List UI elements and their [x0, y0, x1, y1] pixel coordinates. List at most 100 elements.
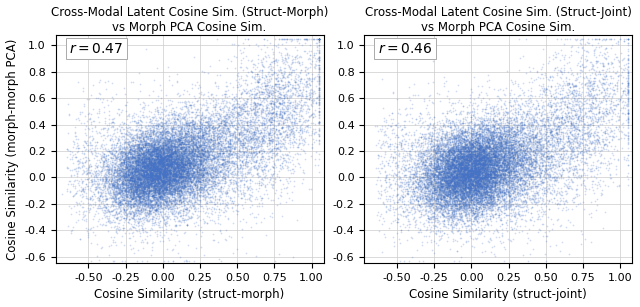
Point	[476, 186, 486, 191]
Point	[141, 172, 151, 177]
Point	[129, 184, 139, 188]
Point	[473, 139, 483, 144]
Point	[518, 164, 529, 169]
Point	[478, 180, 488, 185]
Point	[159, 187, 169, 192]
Point	[479, 147, 490, 152]
Point	[434, 193, 444, 198]
Point	[159, 162, 169, 167]
Point	[154, 140, 164, 145]
Point	[177, 182, 188, 187]
Point	[228, 114, 238, 119]
Point	[539, 168, 549, 173]
Point	[140, 179, 150, 184]
Point	[463, 185, 474, 190]
Point	[169, 203, 179, 208]
Point	[568, 140, 578, 145]
Point	[278, 109, 288, 114]
Point	[505, 176, 515, 181]
Point	[179, 127, 189, 132]
Point	[424, 147, 435, 152]
Point	[157, 206, 168, 211]
Point	[493, 140, 504, 145]
Point	[447, 183, 457, 188]
Point	[441, 154, 451, 159]
Point	[456, 168, 467, 173]
Point	[474, 147, 484, 152]
Point	[227, 159, 237, 164]
Point	[458, 165, 468, 170]
Point	[138, 192, 148, 197]
Point	[181, 121, 191, 126]
Point	[134, 191, 144, 196]
Point	[212, 135, 223, 140]
Point	[470, 146, 480, 151]
Point	[208, 141, 218, 146]
Point	[129, 177, 139, 182]
Point	[461, 169, 472, 174]
Point	[171, 171, 181, 176]
Point	[442, 238, 452, 243]
Point	[122, 177, 132, 182]
Point	[611, 167, 621, 172]
Point	[154, 181, 164, 186]
Point	[463, 177, 473, 182]
Point	[448, 177, 458, 182]
Point	[102, 97, 112, 102]
Point	[165, 127, 175, 132]
Point	[463, 165, 473, 169]
Point	[549, 178, 559, 183]
Point	[250, 152, 260, 157]
Point	[148, 204, 159, 209]
Point	[416, 143, 426, 148]
Point	[156, 168, 166, 173]
Point	[174, 188, 184, 193]
Point	[453, 184, 463, 189]
Point	[445, 198, 455, 203]
Point	[221, 153, 232, 158]
Point	[448, 177, 458, 182]
Point	[158, 180, 168, 185]
Point	[158, 181, 168, 185]
Point	[465, 192, 475, 197]
Point	[487, 155, 497, 160]
Point	[139, 177, 149, 181]
Point	[232, 138, 243, 143]
Point	[476, 194, 486, 199]
Point	[188, 136, 198, 141]
Point	[557, 240, 567, 245]
Point	[152, 176, 163, 181]
Point	[587, 99, 597, 104]
Point	[154, 160, 164, 165]
Point	[252, 109, 262, 114]
Point	[116, 189, 126, 194]
Point	[486, 154, 496, 159]
Point	[167, 207, 177, 212]
Point	[196, 172, 206, 177]
Point	[179, 137, 189, 142]
Point	[137, 227, 147, 232]
Point	[562, 185, 572, 190]
Point	[100, 191, 111, 196]
Point	[173, 171, 183, 176]
Point	[598, 86, 608, 91]
Point	[143, 197, 154, 202]
Point	[566, 150, 576, 155]
Point	[480, 159, 490, 164]
Point	[570, 94, 580, 99]
Point	[253, 173, 263, 178]
Point	[211, 154, 221, 159]
Point	[165, 177, 175, 182]
Point	[147, 160, 157, 165]
Point	[180, 179, 191, 184]
Point	[458, 165, 468, 170]
Point	[534, 128, 545, 133]
Point	[444, 150, 454, 155]
Point	[467, 162, 477, 167]
Point	[193, 154, 204, 159]
Point	[157, 178, 168, 183]
Point	[224, 233, 234, 238]
Point	[453, 198, 463, 203]
Point	[422, 167, 433, 172]
Point	[257, 81, 268, 86]
